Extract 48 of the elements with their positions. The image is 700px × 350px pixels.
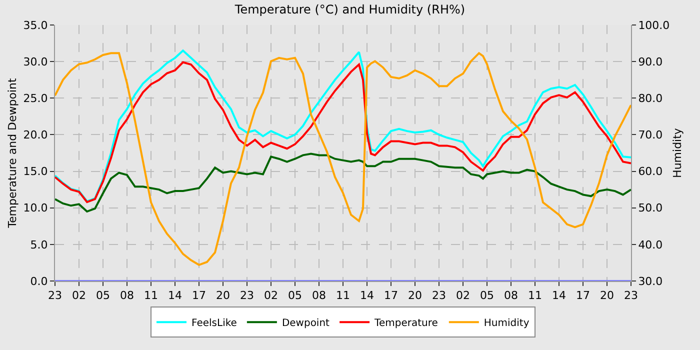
x-tick-label: 05	[288, 289, 302, 302]
y2-tick-label: 100.0	[638, 18, 670, 32]
x-tick-label: 05	[480, 289, 494, 302]
y2-tick-label: 80.0	[638, 92, 663, 105]
x-tick-label: 02	[264, 289, 278, 302]
y-tick-label: 20.0	[23, 128, 48, 142]
y2-tick-label: 90.0	[638, 55, 663, 68]
x-tick-label: 17	[576, 289, 590, 302]
x-tick-label: 08	[504, 289, 518, 302]
y2-axis-title: Humidity	[670, 128, 684, 178]
y-tick-label: 35.0	[23, 18, 48, 32]
x-tick-label: 11	[528, 289, 542, 302]
y-tick-label: 0.0	[30, 274, 48, 288]
x-tick-label: 08	[312, 289, 326, 302]
legend-label: Temperature	[374, 318, 438, 329]
y-tick-label: 25.0	[23, 92, 48, 105]
x-tick-label: 23	[624, 289, 638, 302]
y-tick-label: 10.0	[23, 202, 48, 215]
x-tick-label: 14	[360, 289, 374, 302]
y-axis-title: Temperature and Dewpoint	[6, 77, 19, 229]
x-tick-label: 17	[384, 289, 398, 302]
y-tick-label: 15.0	[23, 165, 48, 178]
y-tick-label: 5.0	[30, 238, 48, 252]
x-tick-label: 20	[216, 289, 230, 302]
y2-tick-label: 30.0	[638, 274, 663, 288]
y2-tick-label: 70.0	[638, 128, 663, 142]
y2-tick-label: 60.0	[638, 165, 663, 178]
y2-tick-label: 40.0	[638, 238, 663, 252]
x-tick-label: 11	[144, 289, 158, 302]
chart-title: Temperature (°C) and Humidity (RH%)	[234, 2, 466, 17]
x-tick-label: 08	[120, 289, 134, 302]
x-tick-label: 23	[240, 289, 254, 302]
x-tick-label: 17	[192, 289, 206, 302]
legend-label: Dewpoint	[282, 318, 330, 329]
x-tick-label: 14	[552, 289, 566, 302]
x-tick-label: 11	[336, 289, 350, 302]
y2-tick-label: 50.0	[638, 202, 663, 215]
x-tick-label: 23	[432, 289, 446, 302]
x-tick-label: 20	[600, 289, 614, 302]
x-tick-label: 02	[456, 289, 470, 302]
x-tick-label: 23	[48, 289, 62, 302]
legend-label: FeelsLike	[192, 318, 237, 329]
x-tick-label: 20	[408, 289, 422, 302]
x-tick-label: 02	[72, 289, 86, 302]
legend-label: Humidity	[484, 318, 530, 329]
x-tick-label: 05	[96, 289, 110, 302]
y-tick-label: 30.0	[23, 55, 48, 68]
x-tick-label: 14	[168, 289, 182, 302]
